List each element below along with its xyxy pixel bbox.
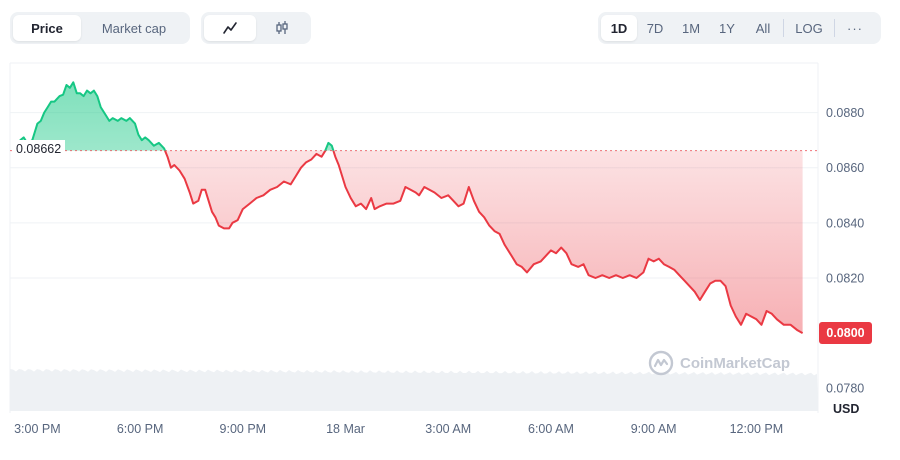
tab-price[interactable]: Price bbox=[13, 15, 81, 41]
watermark-text: CoinMarketCap bbox=[680, 354, 791, 372]
area-above-open bbox=[16, 82, 803, 151]
y-tick-label: 0.0820 bbox=[826, 271, 864, 285]
y-tick-label: 0.0780 bbox=[826, 382, 864, 396]
log-scale-button[interactable]: LOG bbox=[795, 20, 823, 36]
line-below-open bbox=[15, 150, 804, 334]
line-above-open bbox=[16, 81, 335, 151]
x-tick-label: 12:00 PM bbox=[730, 422, 784, 436]
x-tick-label: 9:00 AM bbox=[631, 422, 677, 436]
volume-area bbox=[10, 369, 818, 411]
y-tick-label: 0.0840 bbox=[826, 216, 864, 230]
y-tick-label: 0.0880 bbox=[826, 106, 864, 120]
candlestick-button[interactable] bbox=[256, 15, 308, 41]
y-axis-labels: 0.0880 0.0860 0.0840 0.0820 0.0780 bbox=[826, 106, 864, 396]
x-tick-label: 6:00 PM bbox=[117, 422, 164, 436]
x-axis-labels: 3:00 PM 6:00 PM 9:00 PM 18 Mar 3:00 AM 6:00 A… bbox=[14, 422, 783, 436]
current-price-tag: 0.0800 bbox=[819, 322, 872, 345]
time-range-toggle: 1D 7D 1M 1Y All LOG ··· bbox=[598, 12, 881, 44]
range-divider bbox=[783, 19, 784, 37]
range-1y-button[interactable]: 1Y bbox=[719, 20, 735, 36]
candlestick-icon bbox=[276, 21, 288, 34]
line-chart-icon bbox=[223, 22, 237, 34]
open-price-label: 0.08662 bbox=[12, 140, 66, 158]
range-7d-button[interactable]: 7D bbox=[646, 20, 664, 36]
more-options-button[interactable]: ··· bbox=[847, 20, 863, 36]
range-all-button[interactable]: All bbox=[755, 20, 771, 36]
more-divider bbox=[834, 19, 835, 37]
x-tick-label: 3:00 AM bbox=[425, 422, 471, 436]
price-area bbox=[16, 82, 803, 334]
x-tick-label: 9:00 PM bbox=[220, 422, 267, 436]
x-tick-label: 3:00 PM bbox=[14, 422, 61, 436]
volume-bars bbox=[10, 369, 818, 411]
x-tick-label: 6:00 AM bbox=[528, 422, 574, 436]
x-tick-label: 18 Mar bbox=[326, 422, 365, 436]
range-1d-button[interactable]: 1D bbox=[601, 15, 637, 41]
tab-market-cap[interactable]: Market cap bbox=[101, 20, 167, 36]
coinmarketcap-logo-icon bbox=[648, 350, 674, 376]
range-1m-button[interactable]: 1M bbox=[681, 20, 701, 36]
currency-label: USD bbox=[833, 402, 859, 416]
metric-toggle: Price Market cap bbox=[10, 12, 190, 44]
price-line bbox=[15, 81, 804, 334]
line-chart-button[interactable] bbox=[204, 15, 256, 41]
watermark: CoinMarketCap bbox=[648, 350, 790, 376]
area-below-open bbox=[16, 150, 803, 334]
y-tick-label: 0.0860 bbox=[826, 161, 864, 175]
chart-type-toggle bbox=[201, 12, 311, 44]
